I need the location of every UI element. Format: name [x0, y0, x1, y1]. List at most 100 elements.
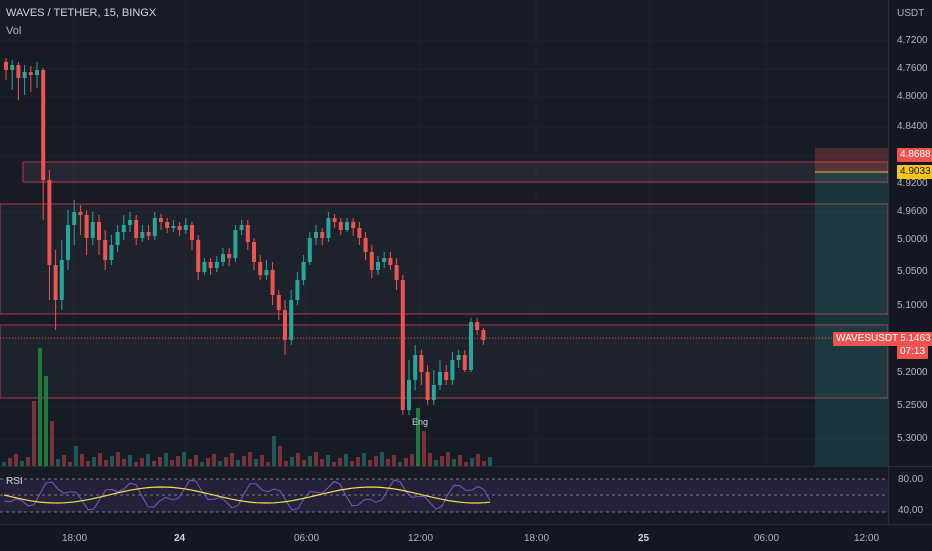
price-tick-label: 4.9600	[897, 206, 928, 217]
candle-body	[152, 218, 157, 236]
volume-bar	[314, 452, 318, 466]
volume-bar	[182, 452, 186, 466]
volume-bar	[416, 408, 420, 466]
volume-bar	[458, 455, 462, 466]
yellow-price-tag: 4.9033	[897, 165, 932, 179]
volume-bar	[428, 453, 432, 466]
candle-body	[301, 262, 306, 280]
price-axis[interactable]: USDT 4.72004.76004.80004.84004.88004.920…	[888, 0, 932, 466]
rsi-label[interactable]: RSI	[6, 476, 23, 487]
main-chart-pane[interactable]: WAVES / TETHER, 15, BINGX Vol Eng	[0, 0, 888, 466]
time-axis[interactable]: 18:00 24 06:00 12:00 18:00 25 06:00 12:00	[0, 524, 932, 551]
candle-body	[369, 252, 374, 270]
volume-bar	[374, 456, 378, 466]
candle-body	[270, 270, 275, 295]
volume-bar	[68, 462, 72, 466]
candle-body	[376, 262, 380, 270]
candle-body	[208, 262, 213, 268]
currency-label: USDT	[897, 8, 925, 19]
candle-body	[41, 70, 46, 180]
time-tick-label: 12:00	[854, 533, 880, 544]
volume-bar	[32, 401, 36, 466]
candle-body	[59, 260, 64, 300]
volume-bar	[164, 453, 168, 466]
volume-bar	[446, 452, 450, 466]
volume-bar	[44, 376, 48, 466]
volume-bar	[56, 459, 60, 466]
volume-bar	[434, 460, 438, 466]
volume-bar	[482, 461, 486, 466]
symbol-title[interactable]: WAVES / TETHER, 15, BINGX	[6, 7, 157, 19]
volume-bar	[362, 453, 366, 466]
last-price-tag: 5.1463	[897, 332, 932, 346]
candle-body	[72, 212, 77, 225]
candle-body	[4, 62, 8, 70]
resistance-zone	[22, 161, 888, 183]
candle-body	[438, 372, 442, 385]
price-tick-label: 4.9200	[897, 178, 928, 189]
price-chart-canvas[interactable]	[0, 0, 888, 466]
rsi-tick-40: 40.00	[898, 505, 924, 516]
volume-bar	[62, 455, 66, 466]
volume-bar	[356, 457, 360, 466]
candle-body	[183, 225, 188, 230]
price-tick-label: 5.3000	[897, 433, 928, 444]
candle-body	[258, 262, 263, 275]
volume-bar	[158, 457, 162, 466]
candle-body	[264, 270, 269, 275]
stop-loss-area	[815, 148, 888, 172]
candle-body	[78, 212, 83, 215]
candle-body	[289, 300, 294, 340]
time-tick-label: 06:00	[294, 533, 320, 544]
candle-body	[221, 254, 225, 262]
volume-bar	[260, 455, 264, 466]
volume-bar	[236, 460, 240, 466]
candle-body	[190, 225, 194, 240]
volume-bar	[278, 446, 282, 466]
volume-bar	[74, 446, 78, 466]
candle-body	[171, 226, 176, 228]
candle-body	[35, 70, 39, 75]
support-zone	[0, 324, 888, 399]
price-tick-label: 5.2500	[897, 400, 928, 411]
volume-bar	[50, 421, 54, 466]
price-tick-label: 4.8000	[897, 91, 928, 102]
volume-bar	[92, 457, 96, 466]
candle-body	[128, 220, 132, 225]
rsi-line	[3, 479, 491, 511]
price-tick-label: 4.7200	[897, 35, 928, 46]
volume-bar	[194, 455, 198, 466]
volume-bar	[344, 454, 348, 466]
volume-bar	[224, 457, 228, 466]
candle-body	[413, 355, 418, 380]
candle-body	[400, 280, 405, 410]
rsi-pane[interactable]: RSI	[0, 466, 888, 525]
volume-bar	[152, 461, 156, 466]
candle-body	[202, 262, 207, 272]
candle-body	[245, 225, 250, 242]
volume-indicator-label[interactable]: Vol	[6, 25, 22, 37]
volume-bar	[170, 460, 174, 466]
volume-bar	[140, 458, 144, 466]
candle-body	[177, 226, 182, 230]
candle-body	[388, 258, 393, 265]
rsi-chart-canvas	[0, 478, 888, 513]
rsi-axis[interactable]: 80.00 40.00	[888, 466, 932, 525]
candle-body	[345, 222, 349, 230]
time-tick-label: 06:00	[754, 533, 780, 544]
volume-bar	[266, 462, 270, 466]
volume-bar	[476, 454, 480, 466]
candle-body	[47, 180, 52, 265]
candle-body	[320, 232, 325, 238]
volume-bar	[470, 458, 474, 466]
candle-body	[475, 322, 480, 330]
candle-body	[425, 372, 430, 400]
candle-body	[66, 225, 70, 260]
volume-bar	[386, 459, 390, 466]
volume-bar	[218, 461, 222, 466]
volume-bar	[284, 461, 288, 466]
engulfing-pattern-label: Eng	[412, 417, 429, 427]
candle-body	[314, 232, 318, 238]
volume-bar	[290, 457, 294, 466]
rsi-tick-80: 80.00	[898, 474, 924, 485]
